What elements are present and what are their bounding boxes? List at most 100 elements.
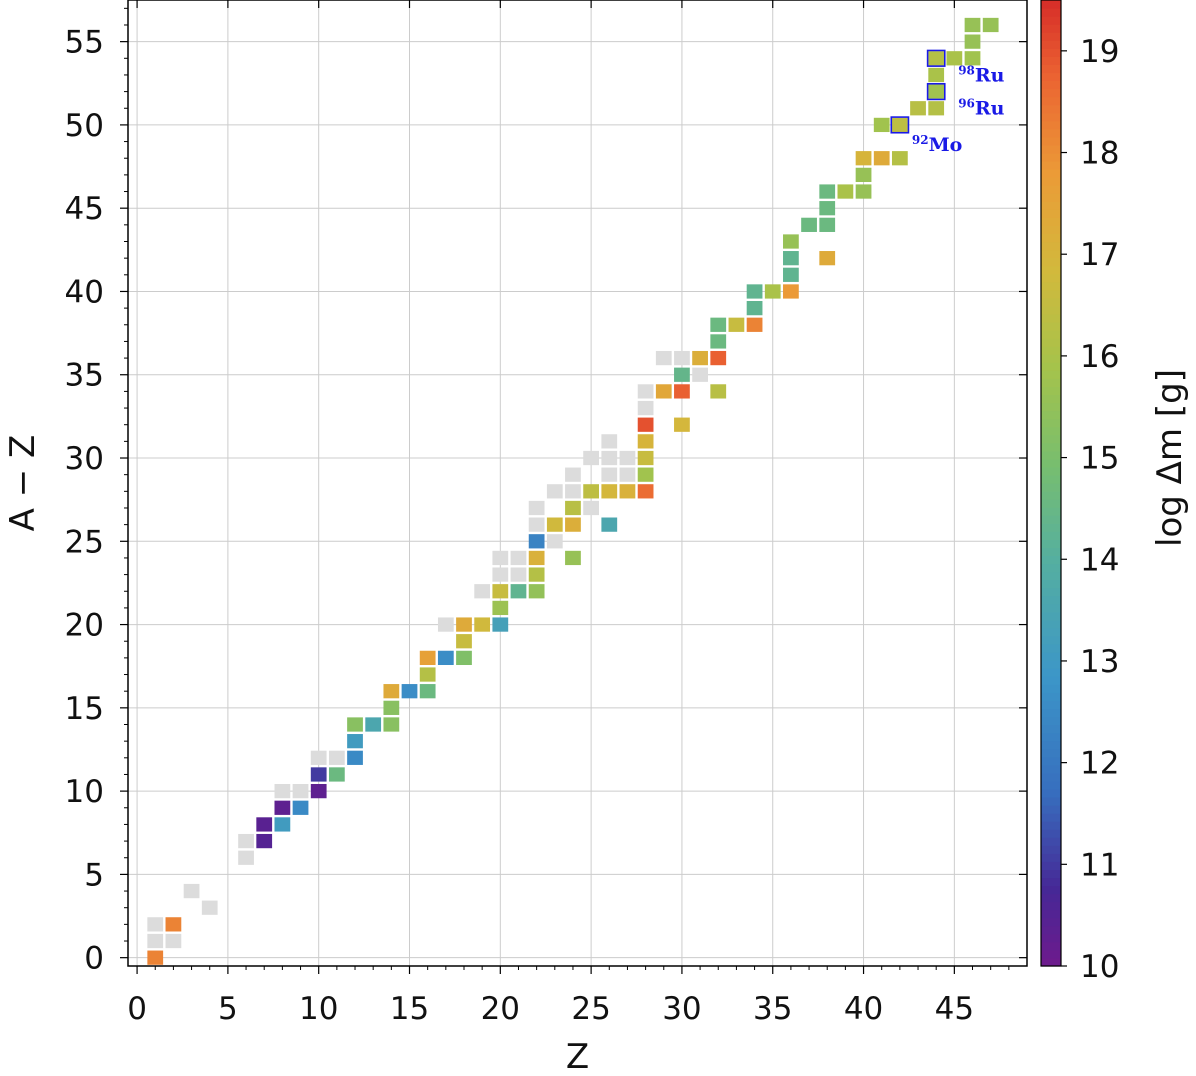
colorbar-segment [1041,869,1061,879]
nuclide-cell [855,151,872,166]
nuclide-cell [401,684,418,699]
nuclide-cell [456,617,472,632]
colorbar-segment [1041,813,1061,822]
nuclide-cell [819,251,836,266]
unstable-nuclide-cell [492,567,509,582]
nuclide-cell [655,384,672,399]
colorbar-segment [1041,161,1061,170]
nuclide-cell [583,484,600,499]
nuclide-cell [801,217,817,232]
nuclide-cell [528,567,545,582]
nuclide-cell [819,184,836,199]
colorbar-segment [1041,901,1061,911]
nuclide-cell [728,317,745,332]
colorbar-segment [1041,40,1061,49]
y-tick-label: 15 [65,691,104,727]
colorbar-segment [1041,539,1061,548]
y-tick-label: 55 [65,25,104,61]
colorbar-segment [1041,64,1061,74]
colorbar-segment [1041,909,1061,919]
colorbar-segment [1041,635,1061,645]
colorbar-segment [1041,434,1061,444]
colorbar-segment [1041,740,1061,750]
unstable-nuclide-cell [492,550,509,566]
nuclide-cells [147,17,999,965]
nuclide-cell [383,700,400,715]
colorbar-segment [1041,104,1061,114]
colorbar-segment [1041,805,1061,814]
unstable-nuclide-cell [528,517,545,532]
nuclide-cell [710,350,727,366]
nuclide-cell [256,833,273,849]
colorbar-segment [1041,523,1061,532]
nuclide-cell [310,767,327,782]
colorbar-segment [1041,627,1061,637]
colorbar-segment [1041,8,1061,17]
nuclide-cell [928,51,945,66]
nuclide-cell [637,434,654,449]
y-tick-label: 20 [65,608,104,644]
unstable-nuclide-cell [637,400,654,416]
colorbar-tick-label: 10 [1080,949,1119,985]
colorbar-segment [1041,56,1061,65]
nuclide-cell [710,384,727,399]
colorbar-segment [1041,402,1061,412]
nuclide-cell [419,650,436,666]
unstable-nuclide-cell [510,550,527,566]
x-tick-label: 40 [844,991,883,1027]
nuclide-cell [910,101,926,116]
x-tick-label: 45 [935,991,974,1027]
colorbar-segment [1041,281,1061,291]
annotation-element: Ru [975,64,1005,86]
colorbar-segment [1041,644,1061,653]
y-tick-label: 50 [65,108,104,144]
unstable-nuclide-cell [165,933,182,949]
nuclide-cell [746,284,763,299]
colorbar-segment [1041,80,1061,90]
colorbar-segment [1041,96,1061,106]
colorbar-segment [1041,474,1061,484]
colorbar-segment [1041,531,1061,540]
x-tick-label: 25 [571,991,610,1027]
axis-ticks: 0 5 10 15 20 25 30 35 40 45 0 5 10 15 20 25 30 35 40 45 50 55 [65,0,1027,1027]
colorbar-segment [1041,619,1061,629]
unstable-nuclide-cell [201,900,218,915]
unstable-nuclide-cell [437,617,454,632]
nuclide-cell [510,584,527,599]
nuclide-cell [637,484,654,499]
colorbar-segment [1041,305,1061,315]
nuclide-cell [928,101,945,116]
unstable-nuclide-cell [528,500,545,516]
nuclide-cell [837,184,854,199]
nuclide-cell [710,317,727,332]
nuclide-cell [546,517,563,532]
unstable-nuclide-cell [583,500,600,516]
nuclide-cell [456,650,472,666]
colorbar-segment [1041,370,1061,379]
unstable-nuclide-cell [583,450,600,466]
colorbar-segment [1041,273,1061,283]
nuclide-cell [674,417,690,432]
colorbar-segment [1041,330,1061,339]
y-axis-label: A − Z [3,435,43,532]
colorbar-segment [1041,410,1061,420]
unstable-nuclide-cell [674,350,690,366]
colorbar-segment [1041,555,1061,565]
colorbar-segment [1041,193,1061,202]
nuclide-cell [855,184,872,199]
grid-lines [128,0,1027,966]
colorbar-segment [1041,32,1061,41]
colorbar-segment [1041,169,1061,178]
unstable-nuclide-cell [546,484,563,499]
nuclide-cell [637,450,654,466]
colorbar-segment [1041,724,1061,734]
nuclide-cell [819,201,836,216]
unstable-nuclide-cell [238,850,254,865]
unstable-nuclide-cell [147,933,164,949]
colorbar-segment [1041,177,1061,186]
nuclide-cell [873,117,890,133]
nuclide-cell [891,151,908,166]
nuclide-annotation: 98Ru [958,63,1004,86]
nuclide-cell [492,600,509,616]
unstable-nuclide-cell [238,833,254,849]
